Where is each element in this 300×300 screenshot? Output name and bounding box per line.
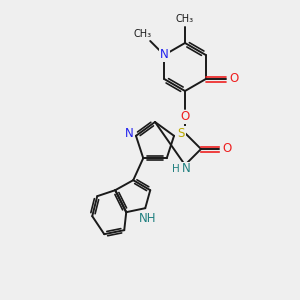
Text: CH₃: CH₃	[133, 29, 151, 39]
Text: CH₃: CH₃	[176, 14, 194, 24]
Text: N: N	[160, 49, 169, 62]
Text: O: O	[222, 142, 232, 155]
Text: H: H	[172, 164, 180, 174]
Text: N: N	[182, 163, 190, 176]
Text: O: O	[180, 110, 190, 124]
Text: O: O	[229, 73, 239, 85]
Text: S: S	[177, 127, 185, 140]
Text: N: N	[124, 127, 134, 140]
Text: NH: NH	[139, 212, 156, 225]
